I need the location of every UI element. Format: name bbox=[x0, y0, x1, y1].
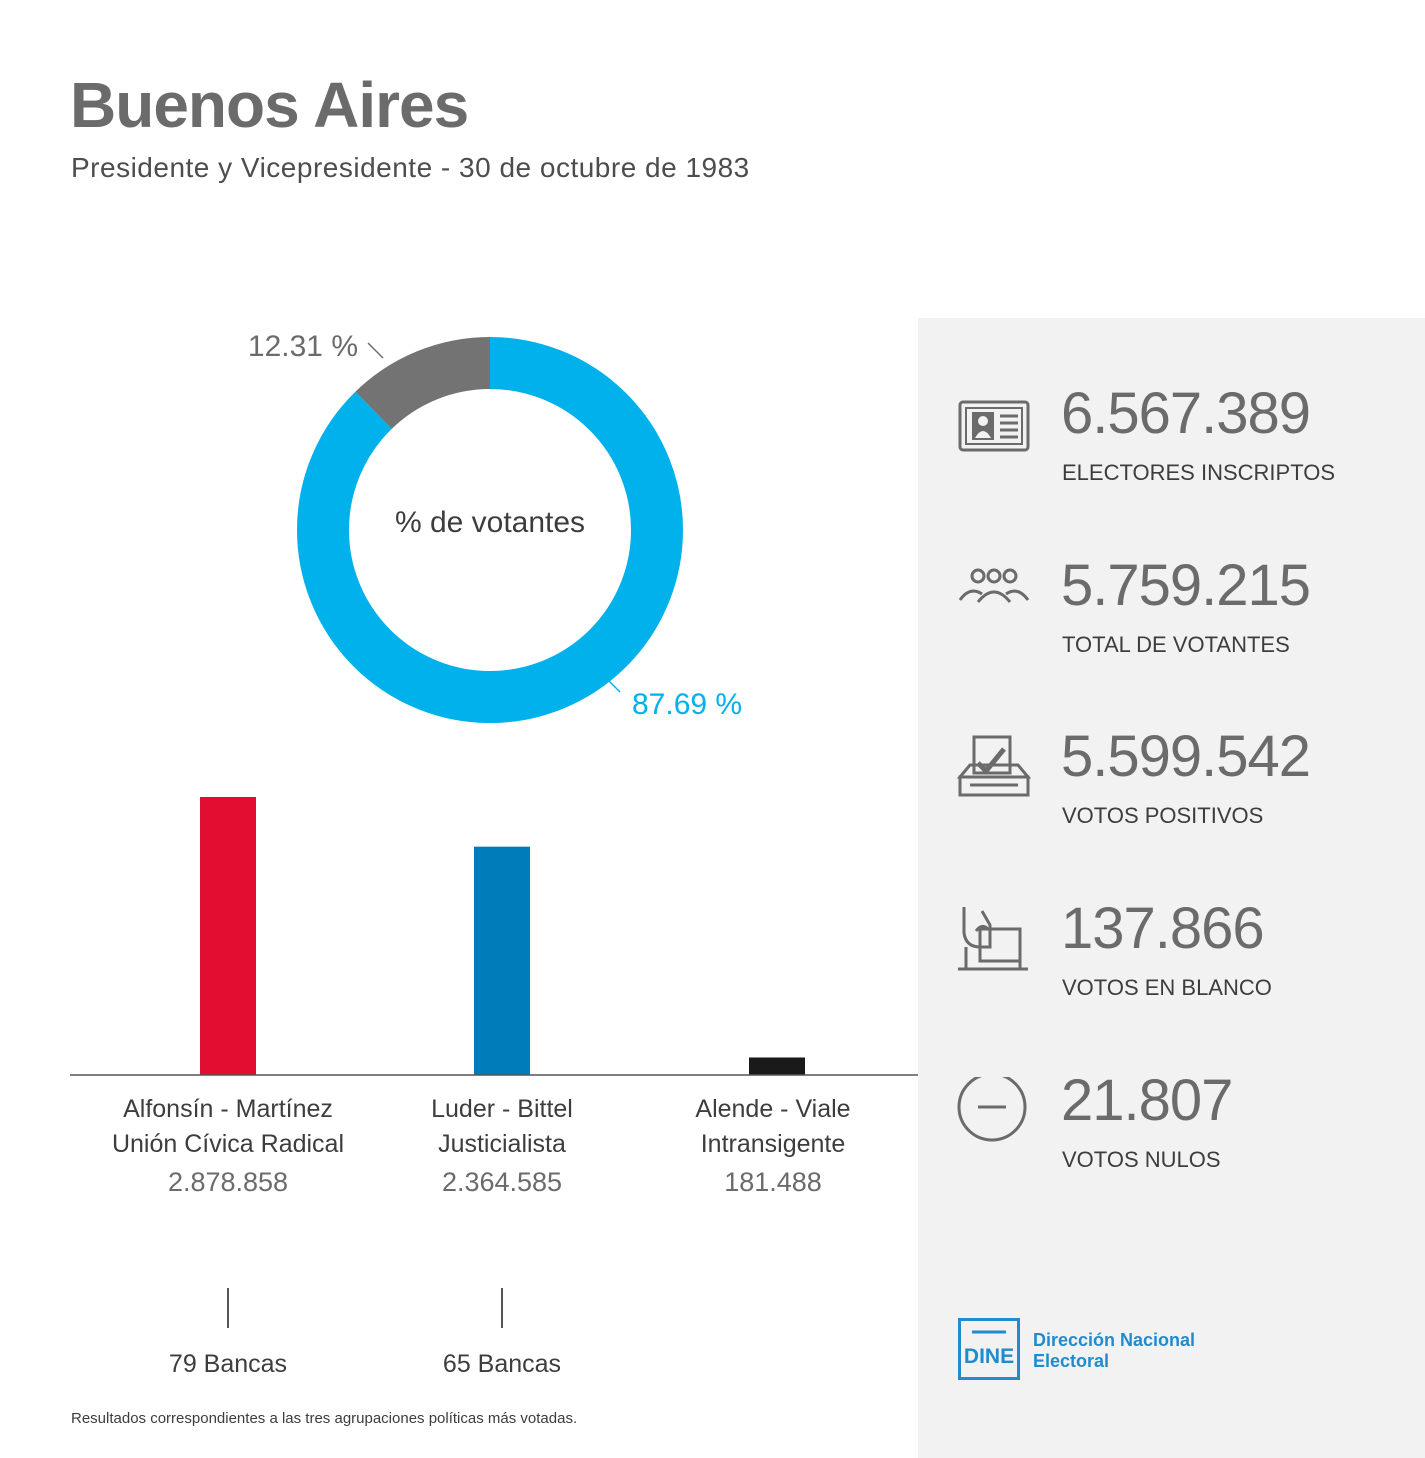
donut-label-grey: 12.31 % bbox=[248, 330, 358, 363]
dine-line-2: Electoral bbox=[1033, 1351, 1110, 1371]
vote-count: 2.364.585 bbox=[441, 1167, 563, 1197]
stat-value: 6.567.389 bbox=[1061, 381, 1311, 446]
seats-divider bbox=[227, 1288, 229, 1328]
seats-divider bbox=[501, 1288, 503, 1328]
stats-panel: 6.567.389 ELECTORES INSCRIPTOS 5.759.215… bbox=[918, 318, 1425, 1458]
votes-bar-chart bbox=[70, 797, 918, 1076]
candidate-name: Alende - Viale bbox=[695, 1095, 851, 1123]
dine-line-1: Dirección Nacional bbox=[1033, 1330, 1196, 1350]
ballot-box-check-icon bbox=[956, 735, 1032, 797]
bar-2 bbox=[749, 1057, 805, 1075]
dine-logo: DINE bbox=[958, 1318, 1020, 1380]
stat-value: 5.599.542 bbox=[1061, 724, 1311, 789]
candidate-name: Alfonsín - Martínez bbox=[123, 1095, 333, 1123]
donut-label-blue: 87.69 % bbox=[632, 688, 742, 721]
stat-label: VOTOS EN BLANCO bbox=[1062, 975, 1272, 1000]
candidate-label-luder: Luder - Bittel Justicialista 2.364.585 bbox=[352, 1092, 652, 1200]
donut-center-label: % de votantes bbox=[395, 506, 585, 539]
candidate-label-alende: Alende - Viale Intransigente 181.488 bbox=[623, 1092, 923, 1200]
id-card-icon bbox=[958, 400, 1030, 452]
page-subtitle: Presidente y Vicepresidente - 30 de octu… bbox=[71, 152, 750, 183]
stat-positivos: 5.599.542 VOTOS POSITIVOS bbox=[918, 724, 1425, 873]
seats-ucr: 79 Bancas bbox=[168, 1350, 288, 1378]
stat-label: TOTAL DE VOTANTES bbox=[1062, 632, 1290, 657]
vote-count: 2.878.858 bbox=[167, 1167, 289, 1197]
party-name: Justicialista bbox=[438, 1130, 566, 1158]
stat-value: 5.759.215 bbox=[1061, 553, 1311, 618]
page-title: Buenos Aires bbox=[70, 69, 469, 141]
stat-value: 137.866 bbox=[1061, 896, 1265, 961]
candidate-name: Luder - Bittel bbox=[431, 1095, 573, 1123]
stat-label: VOTOS NULOS bbox=[1062, 1147, 1221, 1172]
hand-ballot-icon bbox=[958, 907, 1028, 971]
donut-slice-1 bbox=[297, 337, 683, 723]
donut-leader-blue bbox=[603, 675, 621, 693]
vote-count: 181.488 bbox=[724, 1167, 822, 1197]
stat-votantes: 5.759.215 TOTAL DE VOTANTES bbox=[918, 553, 1425, 702]
candidate-label-alfonsin: Alfonsín - Martínez Unión Cívica Radical… bbox=[78, 1092, 378, 1200]
seats-pj: 65 Bancas bbox=[442, 1350, 562, 1378]
dine-logo-mark: DINE bbox=[964, 1345, 1014, 1368]
stat-label: VOTOS POSITIVOS bbox=[1062, 803, 1264, 828]
stat-nulos: 21.807 VOTOS NULOS bbox=[918, 1068, 1425, 1217]
stat-value: 21.807 bbox=[1061, 1068, 1233, 1133]
minus-circle-icon bbox=[957, 1077, 1027, 1142]
people-icon bbox=[958, 568, 1030, 603]
dine-wordmark: Dirección Nacional Electoral bbox=[1033, 1330, 1195, 1372]
party-name: Unión Cívica Radical bbox=[111, 1130, 345, 1158]
bar-1 bbox=[474, 846, 530, 1075]
footnote: Resultados correspondientes a las tres a… bbox=[71, 1410, 578, 1427]
donut-leader-grey bbox=[367, 342, 384, 359]
bar-0 bbox=[200, 797, 256, 1075]
stat-electores: 6.567.389 ELECTORES INSCRIPTOS bbox=[918, 381, 1425, 530]
stat-label: ELECTORES INSCRIPTOS bbox=[1062, 460, 1336, 485]
stat-blanco: 137.866 VOTOS EN BLANCO bbox=[918, 896, 1425, 1045]
turnout-donut-chart: % de votantes 12.31 % 87.69 % bbox=[248, 330, 742, 723]
party-name: Intransigente bbox=[700, 1130, 846, 1158]
